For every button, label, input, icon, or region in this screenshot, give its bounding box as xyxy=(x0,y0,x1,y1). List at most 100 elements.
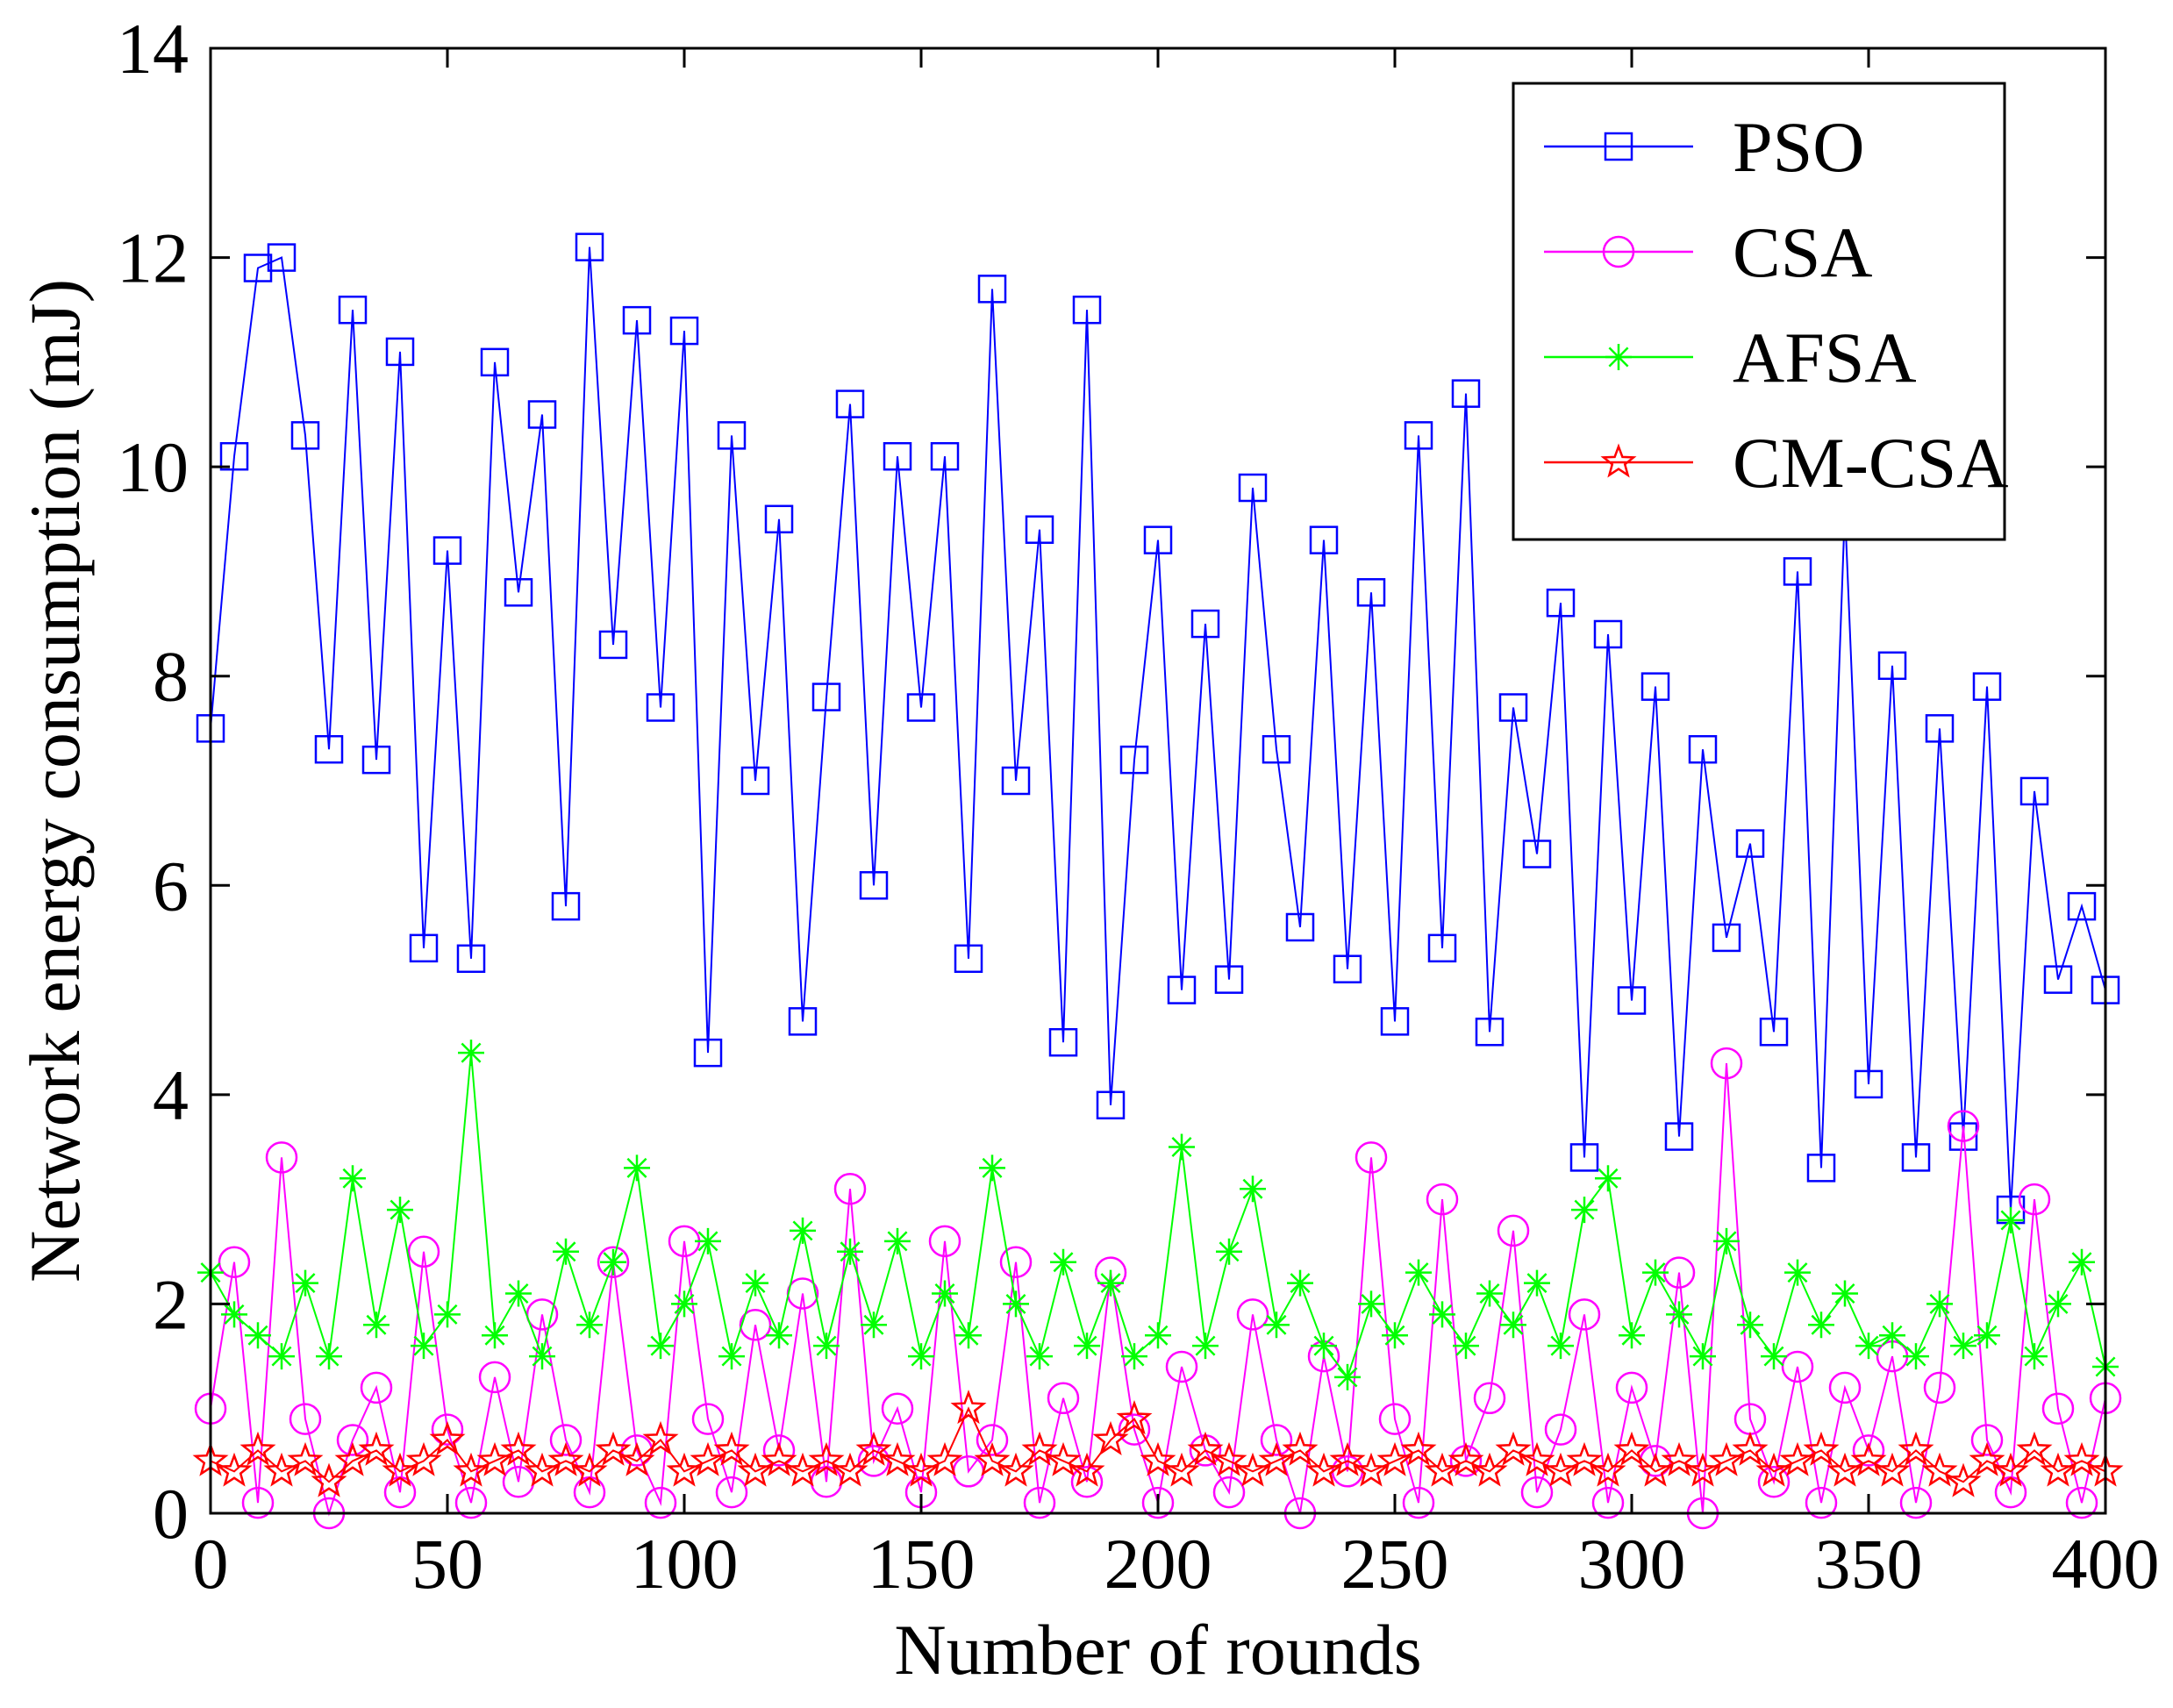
data-point-afsa xyxy=(1121,1343,1147,1370)
data-point-pso xyxy=(1735,829,1765,858)
data-point-pso xyxy=(1617,986,1647,1015)
legend-marker-csa xyxy=(1602,235,1635,268)
data-point-cm-csa xyxy=(239,1431,276,1466)
data-point-cm-csa xyxy=(1021,1431,1058,1466)
data-point-cm-csa xyxy=(1542,1452,1579,1487)
data-point-afsa xyxy=(387,1197,413,1224)
data-point-pso xyxy=(1664,1122,1694,1151)
data-point-pso xyxy=(1072,295,1102,325)
data-point-afsa xyxy=(600,1248,626,1276)
data-point-cm-csa xyxy=(808,1441,845,1476)
data-point-afsa xyxy=(1429,1301,1455,1328)
data-point-csa xyxy=(431,1413,464,1446)
data-point-afsa xyxy=(861,1311,887,1339)
data-point-csa xyxy=(739,1309,772,1341)
data-point-csa xyxy=(336,1424,369,1456)
data-point-cm-csa xyxy=(855,1431,892,1466)
data-point-cm-csa xyxy=(524,1452,561,1487)
data-point-pso xyxy=(243,254,273,282)
data-point-cm-csa xyxy=(1069,1452,1105,1487)
data-point-cm-csa xyxy=(1661,1441,1698,1476)
data-point-pso xyxy=(1593,619,1623,649)
data-point-pso xyxy=(1190,609,1220,639)
data-point-cm-csa xyxy=(334,1441,371,1476)
data-point-afsa xyxy=(695,1227,721,1254)
x-tick-label: 250 xyxy=(1341,1524,1449,1604)
data-point-csa xyxy=(1497,1214,1530,1247)
data-point-csa xyxy=(1141,1486,1175,1519)
data-point-csa xyxy=(265,1141,298,1174)
data-point-pso xyxy=(338,295,368,325)
data-point-cm-csa xyxy=(2040,1452,2077,1487)
data-point-afsa xyxy=(576,1311,603,1339)
data-point-csa xyxy=(976,1424,1009,1456)
legend-label: CM-CSA xyxy=(1733,423,2008,503)
data-point-cm-csa xyxy=(1495,1431,1532,1466)
data-point-afsa xyxy=(1476,1280,1503,1307)
data-point-cm-csa xyxy=(216,1452,253,1487)
data-point-afsa xyxy=(316,1343,342,1370)
data-point-afsa xyxy=(1761,1343,1787,1370)
data-point-cm-csa xyxy=(311,1462,347,1497)
data-point-pso xyxy=(527,400,557,429)
data-point-pso xyxy=(1380,1007,1410,1036)
data-point-csa xyxy=(1260,1424,1293,1456)
data-point-pso xyxy=(622,305,652,335)
data-point-afsa xyxy=(529,1343,555,1370)
data-point-csa xyxy=(2041,1392,2075,1425)
data-point-pso xyxy=(1025,515,1054,544)
data-point-pso xyxy=(1309,525,1339,554)
x-tick-label: 200 xyxy=(1104,1524,1212,1604)
y-tick-label: 12 xyxy=(117,218,189,298)
data-point-cm-csa xyxy=(1850,1441,1887,1476)
legend-item-cm-csa: CM-CSA xyxy=(1544,423,2008,503)
data-point-afsa xyxy=(1311,1333,1337,1360)
data-point-afsa xyxy=(813,1333,840,1360)
data-point-cm-csa xyxy=(595,1431,632,1466)
series-afsa xyxy=(197,1040,2119,1390)
data-point-csa xyxy=(1426,1183,1459,1216)
data-point-csa xyxy=(1023,1486,1056,1519)
data-point-cm-csa xyxy=(1874,1452,1911,1487)
data-point-afsa xyxy=(2021,1343,2048,1370)
data-point-afsa xyxy=(766,1322,792,1349)
data-point-cm-csa xyxy=(1163,1452,1200,1487)
data-point-afsa xyxy=(1903,1343,1929,1370)
data-point-afsa xyxy=(1595,1165,1621,1192)
data-point-pso xyxy=(1901,1143,1931,1172)
data-point-pso xyxy=(1214,965,1244,994)
data-point-afsa xyxy=(624,1154,650,1182)
data-point-cm-csa xyxy=(1211,1441,1247,1476)
data-point-afsa xyxy=(1026,1343,1053,1370)
data-point-afsa xyxy=(482,1322,508,1349)
data-point-pso xyxy=(717,421,747,450)
data-point-pso xyxy=(930,441,960,471)
data-point-cm-csa xyxy=(1092,1420,1129,1455)
data-point-cm-csa xyxy=(2016,1431,2053,1466)
data-point-afsa xyxy=(718,1343,745,1370)
data-point-afsa xyxy=(2069,1248,2095,1276)
data-point-pso xyxy=(906,693,936,722)
data-point-csa xyxy=(360,1371,393,1404)
data-point-afsa xyxy=(1832,1280,1858,1307)
data-point-cm-csa xyxy=(1471,1452,1508,1487)
data-point-pso xyxy=(669,316,699,346)
data-point-afsa xyxy=(1690,1343,1716,1370)
data-point-pso xyxy=(764,504,794,534)
legend-marker-pso xyxy=(1604,132,1633,161)
data-point-pso xyxy=(740,766,770,796)
data-point-cm-csa xyxy=(784,1452,821,1487)
data-point-cm-csa xyxy=(547,1441,584,1476)
data-point-cm-csa xyxy=(287,1441,324,1476)
data-point-afsa xyxy=(1879,1322,1905,1349)
axes-layer: 0 50 100 150 200 250 300 350 400 0 2 4 6 8 10 12 14 xyxy=(117,9,2160,1604)
data-point-csa xyxy=(715,1476,748,1509)
data-point-pso xyxy=(1356,578,1386,607)
data-point-afsa xyxy=(671,1290,697,1318)
data-point-cm-csa xyxy=(1447,1441,1484,1476)
data-point-pso xyxy=(859,871,889,900)
data-point-csa xyxy=(1520,1476,1554,1509)
data-point-csa xyxy=(1118,1413,1151,1446)
data-point-csa xyxy=(241,1486,275,1519)
